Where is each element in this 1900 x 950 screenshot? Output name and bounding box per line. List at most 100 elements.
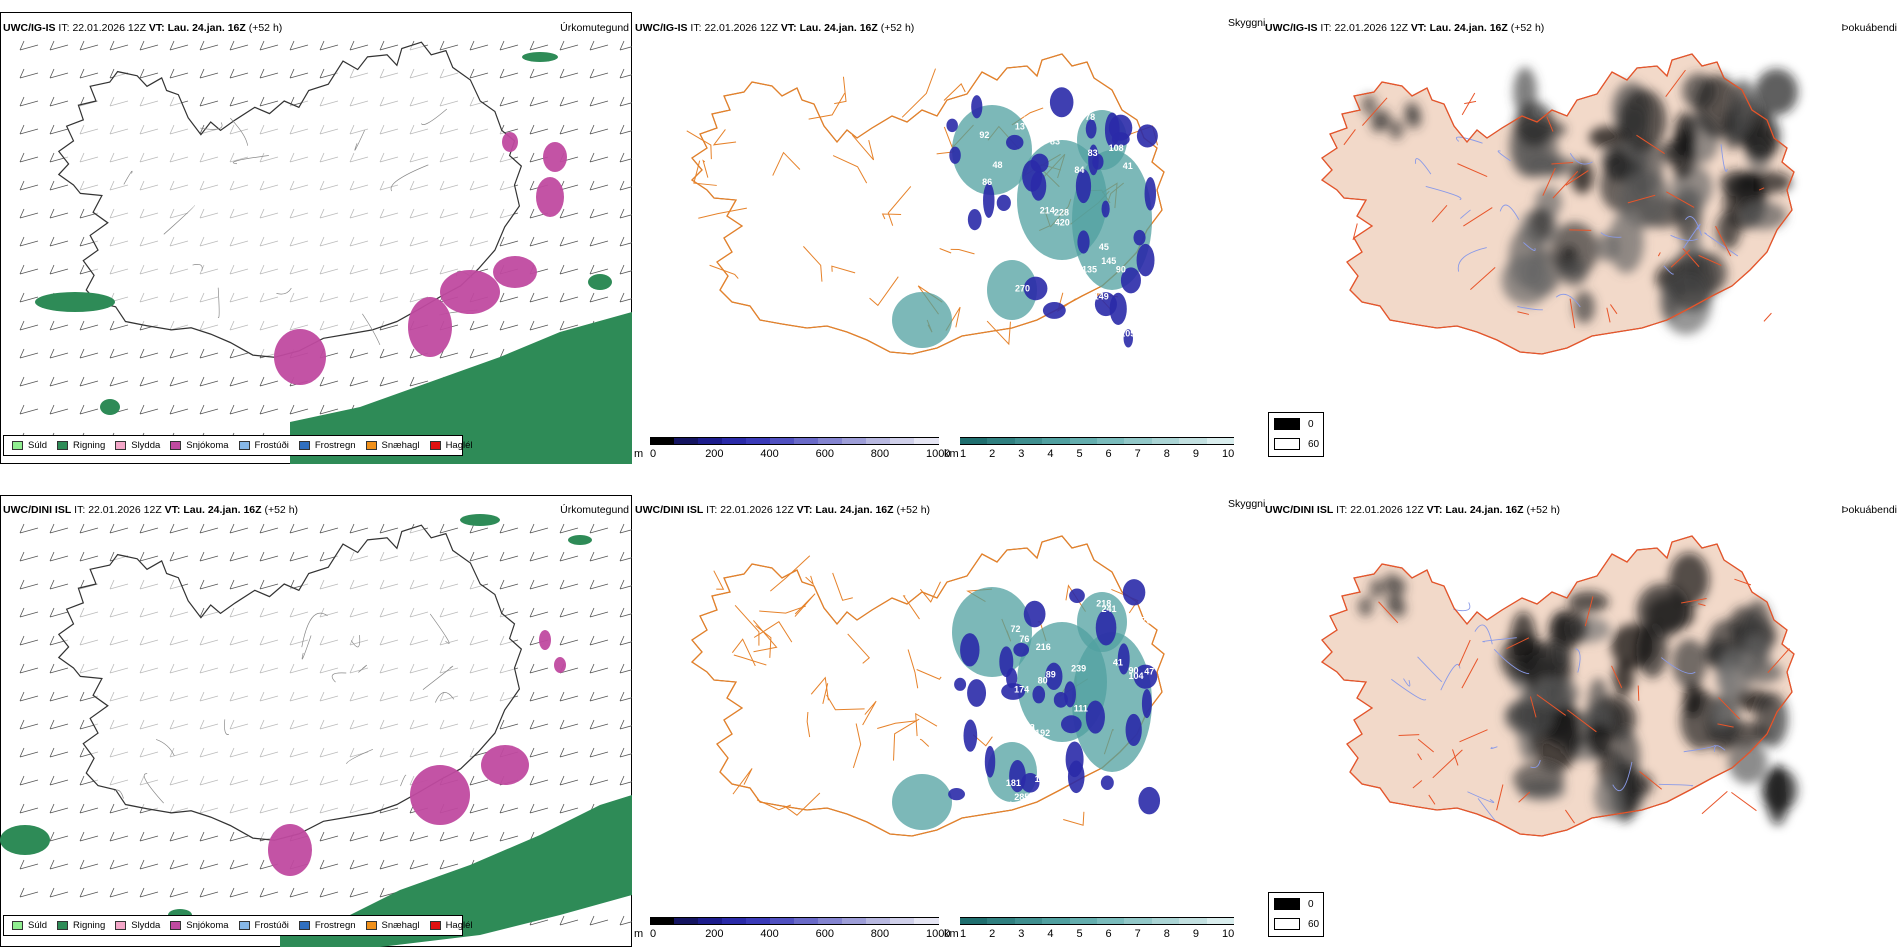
legend-label: Snæhagl — [381, 920, 420, 931]
visibility-value: 83 — [1050, 137, 1060, 147]
visibility-value: 80 — [1056, 318, 1066, 328]
colorbar-tick: 800 — [870, 928, 890, 940]
visibility-value: 145 — [1101, 256, 1116, 266]
visibility-map: 1921811047672162901301058976108931741111… — [690, 535, 1165, 837]
legend-label: Snjókoma — [186, 920, 229, 931]
colorbar-unit: km — [944, 928, 959, 940]
fog-legend: 0 60 — [1268, 412, 1324, 457]
colorbar-unit: m — [634, 448, 644, 460]
visibility-value: 72 — [1011, 624, 1021, 634]
legend-swatch — [429, 441, 441, 450]
visibility-value: 96 — [1067, 328, 1077, 338]
legend-swatch — [1274, 898, 1300, 910]
forecast-row-dini-isl: UWC/DINI ISL IT: 22.01.2026 12Z VT: Lau.… — [0, 480, 1900, 950]
legend-label: Snæhagl — [381, 440, 420, 451]
colorbar-segment — [1206, 437, 1235, 445]
colorbar-segment — [890, 437, 915, 445]
visibility-value: 107 — [1150, 331, 1165, 341]
visibility-value: 135 — [1082, 265, 1097, 275]
visibility-value: 285 — [1014, 792, 1029, 802]
colorbar-segment — [650, 917, 675, 925]
visibility-value: 231 — [1041, 592, 1056, 602]
colorbar-segment — [842, 917, 867, 925]
colorbar-segment — [1206, 917, 1235, 925]
colorbar-segment — [1042, 437, 1071, 445]
legend-label: 60 — [1308, 438, 1320, 450]
vis-title: UWC/IG-IS IT: 22.01.2026 12Z VT: Lau. 24… — [635, 22, 915, 34]
legend-item: Slydda — [115, 440, 160, 451]
colorbar-segment — [1151, 437, 1180, 445]
visibility-value: 104 — [997, 800, 1012, 810]
visibility-value: 89 — [1046, 670, 1056, 680]
visibility-value: 105 — [1018, 590, 1033, 600]
legend-swatch — [365, 921, 377, 930]
colorbar-tick: 400 — [760, 448, 779, 460]
colorbar-tick: 600 — [815, 448, 834, 460]
legend-swatch — [170, 921, 182, 930]
visibility-value: 83 — [1088, 148, 1098, 158]
visibility-colorbar-m: m 0 200 400 600 800 1000 — [634, 917, 950, 943]
rainfall-areas — [35, 52, 632, 464]
precip-map — [0, 514, 632, 947]
legend-item: Slydda — [115, 920, 160, 931]
visibility-value: 192 — [1035, 728, 1050, 738]
colorbar-tick: 3 — [1018, 448, 1025, 460]
visibility-value: 105 — [1120, 328, 1135, 338]
legend-label: Frostregn — [314, 440, 356, 451]
legend-item: Frostregn — [298, 440, 356, 451]
legend-swatch — [12, 441, 23, 450]
precip-legend: Súld Rigning Slydda Snjókoma Frostúði Frostre… — [3, 435, 473, 456]
legend-swatch — [238, 921, 250, 930]
snowfall-areas — [268, 630, 566, 876]
colorbar-tick: 8 — [1163, 928, 1170, 940]
visibility-colorbar-km: km 1 2 3 4 5 6 7 8 9 10 — [944, 917, 1235, 943]
fog-index-label: Þokuábendi — [1841, 22, 1897, 34]
colorbar-tick: 8 — [1163, 448, 1170, 460]
colorbar-tick: 3 — [1018, 928, 1025, 940]
colorbar-tick: 2 — [989, 448, 996, 460]
model-name: UWC/IG-IS — [3, 22, 56, 34]
visibility-value: 41 — [1113, 657, 1123, 667]
visibility-value: 80 — [1038, 675, 1048, 685]
legend-swatch — [57, 441, 69, 450]
colorbar-segment — [770, 437, 795, 445]
colorbar-tick: 200 — [705, 928, 724, 940]
colorbar-segment — [842, 437, 867, 445]
legend-item: Frostúði — [238, 440, 289, 451]
visibility-value: 130 — [1035, 774, 1050, 784]
colorbar-tick: 1000 — [926, 928, 951, 940]
legend-item: Súld — [12, 440, 47, 451]
colorbar-tick: 1 — [960, 928, 967, 940]
colorbar-tick: 9 — [1192, 928, 1199, 940]
fog-legend-item: 0 — [1274, 418, 1314, 430]
colorbar-tick: 200 — [705, 448, 724, 460]
fog-index-map — [1320, 53, 1798, 355]
visibility-value: 181 — [1006, 778, 1021, 788]
visibility-value: 76 — [1019, 634, 1029, 644]
legend-item: Frostúði — [238, 920, 289, 931]
colorbar-unit: km — [944, 448, 959, 460]
colorbar-segment — [794, 437, 819, 445]
visibility-value: 108 — [962, 712, 977, 722]
visibility-label: Skyggni — [1228, 17, 1266, 29]
legend-swatch — [298, 441, 310, 450]
colorbar-segment — [746, 437, 771, 445]
legend-label: Frostúði — [254, 920, 289, 931]
visibility-value: 111 — [1074, 704, 1088, 714]
colorbar-segment — [987, 437, 1016, 445]
colorbar-tick: 600 — [815, 928, 834, 940]
visibility-value: 47 — [1144, 666, 1154, 676]
legend-item: Snæhagl — [365, 440, 420, 451]
very-low-visibility-areas — [946, 87, 1158, 348]
colorbar-segment — [1097, 437, 1125, 445]
legend-item: Snjókoma — [170, 920, 229, 931]
legend-item: Súld — [12, 920, 47, 931]
visibility-value: 45 — [1099, 242, 1109, 252]
colorbar-segment — [866, 917, 891, 925]
colorbar-segment — [987, 917, 1016, 925]
precip-title: UWC/IG-IS IT: 22.01.2026 12Z VT: Lau. 24… — [3, 22, 283, 34]
legend-label: Súld — [28, 440, 48, 451]
legend-label: Frostúði — [254, 440, 289, 451]
colorbar-segment — [960, 917, 988, 925]
visibility-value: 90 — [1128, 666, 1138, 676]
